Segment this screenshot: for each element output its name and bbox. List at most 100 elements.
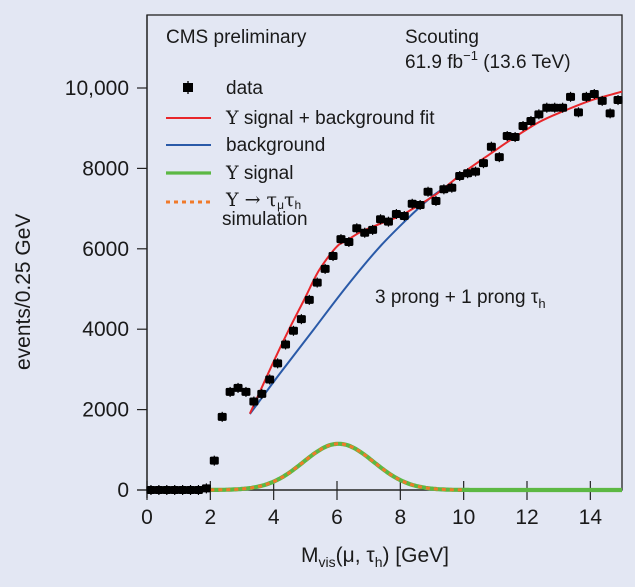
data-point-marker bbox=[328, 252, 338, 261]
legend-data-marker bbox=[183, 83, 193, 92]
data-point bbox=[613, 95, 623, 106]
data-point-marker bbox=[273, 359, 283, 368]
data-point-marker bbox=[494, 153, 504, 162]
data-point bbox=[502, 131, 512, 142]
data-point bbox=[542, 102, 552, 113]
data-point bbox=[518, 120, 528, 131]
x-label-main: M bbox=[301, 544, 319, 567]
data-point bbox=[431, 195, 441, 206]
data-point bbox=[178, 485, 188, 495]
data-point-marker bbox=[225, 387, 235, 396]
data-point-marker bbox=[193, 486, 203, 494]
data-point-marker bbox=[605, 109, 615, 118]
data-point bbox=[566, 91, 576, 102]
data-point bbox=[241, 386, 251, 397]
legend-item-background: background bbox=[166, 135, 325, 156]
data-point-marker bbox=[478, 159, 488, 168]
data-point-marker bbox=[336, 235, 346, 244]
experiment-label: CMS preliminary bbox=[166, 27, 307, 48]
data-point bbox=[233, 382, 243, 393]
data-point bbox=[146, 485, 156, 495]
x-label-rest1: (μ, τ bbox=[336, 544, 376, 567]
data-point bbox=[288, 325, 298, 336]
legend-label-data: data bbox=[226, 78, 263, 99]
data-point-marker bbox=[368, 225, 378, 234]
category-annotation: 3 prong + 1 prong τh bbox=[375, 287, 546, 311]
data-point-marker bbox=[162, 486, 172, 494]
data-point bbox=[312, 277, 322, 288]
annotation-sub: h bbox=[538, 296, 545, 311]
data-point bbox=[170, 485, 180, 495]
data-point-marker bbox=[391, 210, 401, 219]
data-point bbox=[423, 186, 433, 197]
data-point bbox=[558, 102, 568, 113]
data-point-marker bbox=[518, 121, 528, 130]
data-point-marker bbox=[209, 456, 219, 465]
data-point bbox=[249, 396, 259, 407]
data-point bbox=[368, 224, 378, 235]
x-label-rest2: ) [GeV] bbox=[382, 544, 449, 567]
data-point bbox=[463, 168, 473, 179]
data-point bbox=[471, 166, 481, 177]
data-point bbox=[320, 263, 330, 274]
data-point-marker bbox=[526, 116, 536, 125]
data-point-marker bbox=[581, 92, 591, 101]
x-tick-label: 12 bbox=[515, 506, 538, 529]
legend-label-fit: Υ signal + background fit bbox=[225, 107, 435, 129]
legend-item-simulation: Υ → τμτh simulation bbox=[166, 189, 308, 230]
legend-item-signal: Υ signal bbox=[166, 162, 293, 184]
data-points bbox=[146, 89, 623, 495]
data-point-marker bbox=[597, 96, 607, 105]
legend-label-simulation: Υ → τμτh bbox=[225, 189, 301, 212]
data-point-marker bbox=[550, 103, 560, 112]
data-point-marker bbox=[249, 397, 259, 406]
data-point bbox=[217, 411, 227, 422]
lumi-energy: (13.6 TeV) bbox=[478, 52, 571, 73]
legend-item-fit: Υ signal + background fit bbox=[166, 107, 435, 129]
data-point-marker bbox=[344, 237, 354, 246]
data-point-marker bbox=[288, 326, 298, 335]
luminosity-label: 61.9 fb−1 (13.6 TeV) bbox=[405, 48, 571, 73]
x-tick-label: 8 bbox=[394, 506, 406, 529]
data-point-marker bbox=[257, 389, 267, 398]
data-point-marker bbox=[265, 375, 275, 384]
data-point-marker bbox=[566, 92, 576, 101]
y-tick-label: 6000 bbox=[82, 238, 129, 261]
data-point-marker bbox=[439, 185, 449, 194]
legend: data Υ signal + background fit backgroun… bbox=[166, 78, 435, 230]
data-point bbox=[376, 214, 386, 225]
data-point bbox=[415, 199, 425, 210]
data-point-marker bbox=[455, 172, 465, 181]
data-point-marker bbox=[281, 340, 291, 349]
data-point bbox=[344, 236, 354, 247]
data-point-marker bbox=[510, 133, 520, 142]
upsilon-symbol: Υ bbox=[225, 107, 239, 129]
data-point bbox=[439, 184, 449, 195]
y-tick-label: 0 bbox=[117, 479, 129, 502]
data-point bbox=[605, 108, 615, 119]
data-point-marker bbox=[415, 200, 425, 209]
x-axis-label: Mvis(μ, τh) [GeV] bbox=[301, 544, 449, 570]
data-point-marker bbox=[217, 412, 227, 421]
data-point-marker bbox=[320, 264, 330, 273]
data-point bbox=[209, 455, 219, 466]
signal-curve bbox=[210, 441, 622, 493]
data-point-marker bbox=[399, 212, 409, 221]
data-point-marker bbox=[502, 132, 512, 141]
y-tick-label: 4000 bbox=[82, 318, 129, 341]
simulation-curve bbox=[210, 442, 464, 492]
data-point bbox=[193, 485, 203, 495]
data-point bbox=[273, 358, 283, 369]
data-point bbox=[581, 91, 591, 102]
x-tick-label: 2 bbox=[204, 506, 216, 529]
data-point bbox=[296, 314, 306, 325]
x-tick-label: 4 bbox=[268, 506, 280, 529]
x-label-sub2: h bbox=[375, 554, 383, 570]
data-point-marker bbox=[558, 103, 568, 112]
data-point bbox=[154, 485, 164, 495]
data-point-marker bbox=[154, 486, 164, 494]
data-point-marker bbox=[534, 110, 544, 119]
data-point-marker bbox=[423, 187, 433, 196]
x-tick-label: 10 bbox=[452, 506, 475, 529]
